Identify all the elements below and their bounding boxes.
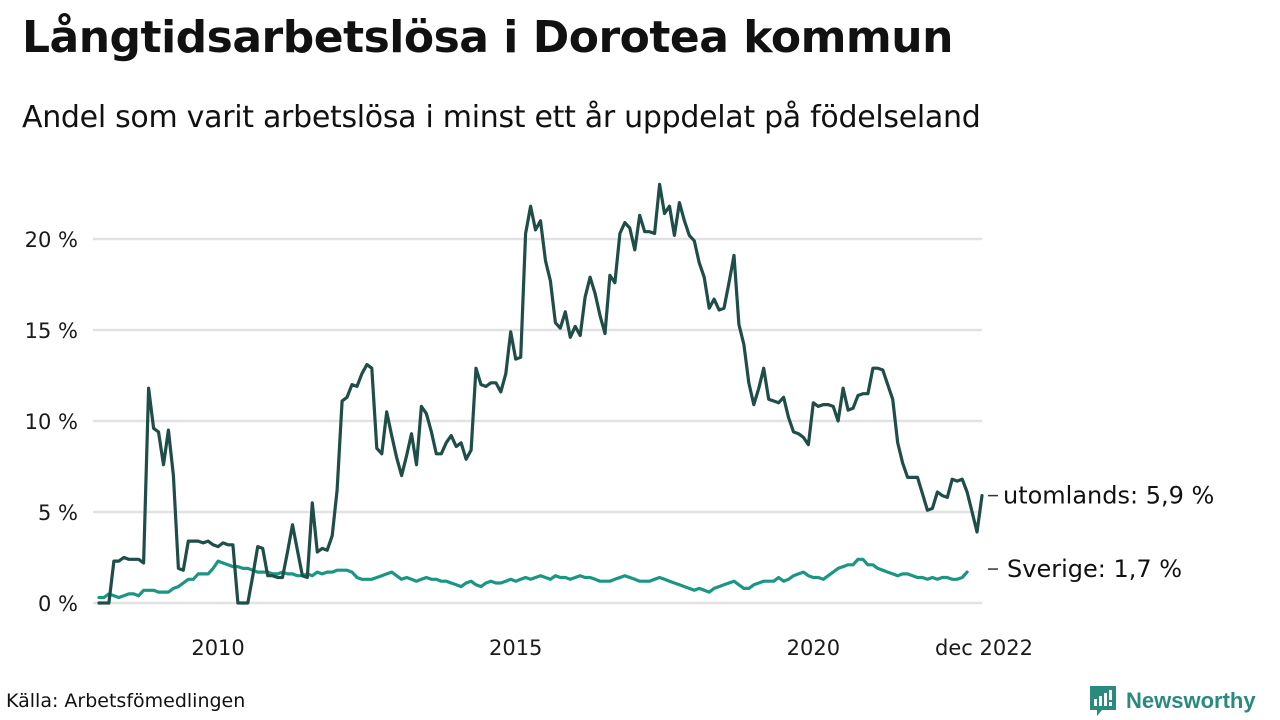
y-tick-label: 0 %: [38, 592, 78, 616]
x-tick-label: 2020: [787, 636, 840, 660]
x-tick-label: dec 2022: [935, 636, 1033, 660]
series-line-sverige: [97, 557, 969, 600]
y-tick-label: 15 %: [25, 319, 78, 343]
x-axis-ticks: 2010 2015 2020 dec 2022: [191, 636, 1033, 660]
x-tick-label: 2015: [489, 636, 542, 660]
page-title: Långtidsarbetslösa i Dorotea kommun: [22, 12, 953, 63]
y-tick-label: 10 %: [25, 410, 78, 434]
gridlines: [93, 237, 982, 605]
y-tick-label: 20 %: [25, 228, 78, 252]
end-label-sverige: Sverige: 1,7 %: [1007, 555, 1182, 583]
brand-name: Newsworthy: [1126, 688, 1256, 713]
source-note: Källa: Arbetsfömedlingen: [6, 690, 246, 712]
y-axis-ticks: 0 % 5 % 10 % 15 % 20 %: [25, 228, 78, 616]
end-label-utomlands: utomlands: 5,9 %: [1003, 482, 1214, 510]
x-tick-label: 2010: [191, 636, 244, 660]
series-lines: [97, 182, 984, 605]
page-subtitle: Andel som varit arbetslösa i minst ett å…: [22, 100, 981, 135]
series-line-utomlands: [97, 182, 984, 605]
newsworthy-logo: Newsworthy: [1088, 684, 1256, 718]
end-labels: utomlands: 5,9 % Sverige: 1,7 %: [988, 482, 1214, 583]
y-tick-label: 5 %: [38, 501, 78, 525]
newsworthy-logo-icon: [1090, 686, 1116, 716]
